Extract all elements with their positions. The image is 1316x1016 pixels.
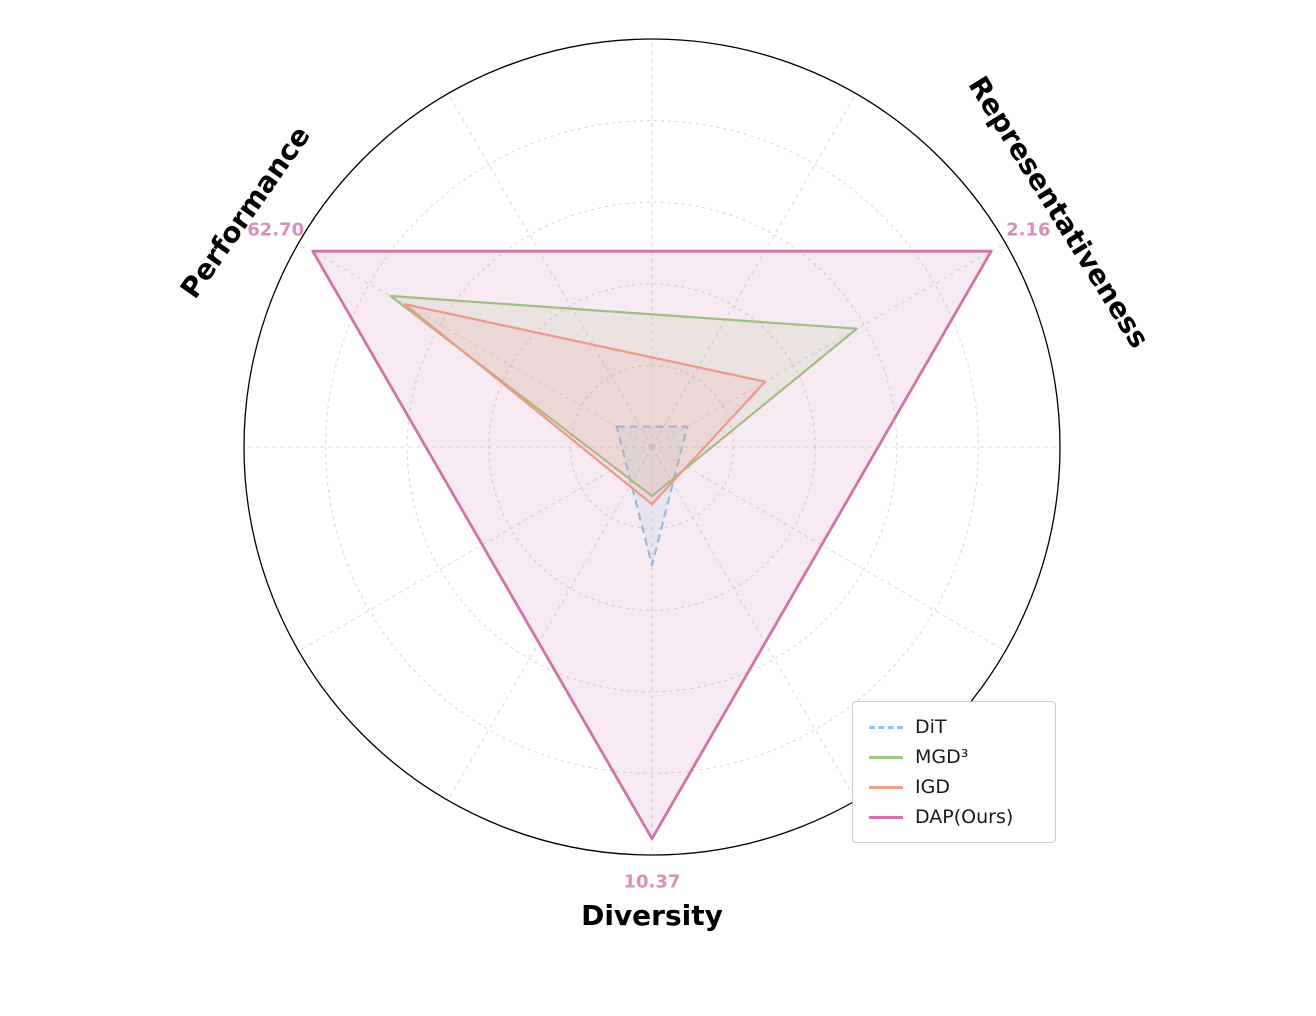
legend-label-dit: DiT — [915, 716, 947, 738]
legend-label-mgd3: MGD³ — [915, 746, 969, 768]
grid-ring-3 — [325, 120, 979, 774]
axis-max-label-performance: 62.70 — [247, 220, 304, 241]
legend-item-dit: DiT — [869, 712, 1039, 742]
legend-label-dap: DAP(Ours) — [915, 806, 1014, 828]
grid-spoke-300 — [651, 446, 857, 801]
grid-spoke-150 — [298, 242, 653, 448]
axis-label-representativeness: Representativeness — [962, 70, 1156, 354]
grid-spoke-240 — [447, 446, 653, 801]
grid-spoke-120 — [447, 93, 653, 448]
grid-ring-2 — [406, 201, 898, 693]
legend: DiT MGD³ IGD DAP(Ours) — [852, 701, 1056, 843]
series-polygon-igd — [403, 303, 767, 506]
axis-label-performance: Performance — [174, 120, 317, 305]
axis-max-label-representativeness: 2.16 — [1006, 220, 1050, 241]
legend-item-dap: DAP(Ours) — [869, 802, 1039, 832]
outer-circle — [243, 38, 1061, 856]
legend-line-sample-dit — [869, 725, 903, 729]
axis-max-label-diversity: 10.37 — [624, 872, 681, 893]
legend-line-sample-dap — [869, 815, 903, 819]
grid-spoke-30 — [651, 242, 1006, 448]
series-polygon-dap — [311, 249, 993, 841]
legend-line-sample-mgd3 — [869, 755, 903, 759]
legend-item-mgd3: MGD³ — [869, 742, 1039, 772]
legend-label-igd: IGD — [915, 776, 950, 798]
series-polygon-mgd3 — [389, 294, 859, 498]
legend-item-igd: IGD — [869, 772, 1039, 802]
grid-spoke-210 — [298, 446, 653, 652]
grid-spoke-330 — [651, 446, 1006, 652]
axis-label-diversity: Diversity — [581, 899, 723, 932]
legend-line-sample-igd — [869, 785, 903, 789]
grid-spoke-60 — [651, 93, 857, 448]
